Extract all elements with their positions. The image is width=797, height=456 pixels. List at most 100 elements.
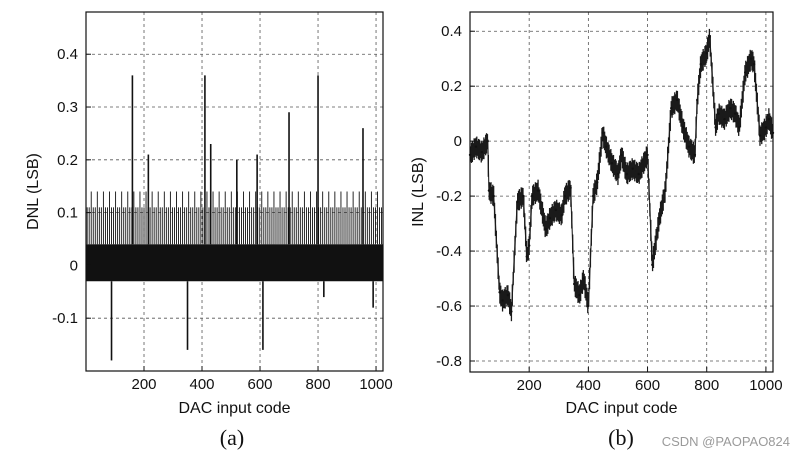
inl-y-tick-label: 0 <box>454 133 462 150</box>
dnl-y-ticks: -0.1 0 0.1 0.2 0.3 0.4 <box>52 46 91 327</box>
inl-point <box>560 214 563 217</box>
watermark: CSDN @PAOPAO824 <box>662 434 790 449</box>
inl-point <box>480 150 484 154</box>
inl-panel-caption: (b) <box>608 425 634 450</box>
dnl-grid <box>86 12 383 371</box>
inl-point <box>670 106 673 110</box>
inl-point <box>738 126 741 129</box>
inl-point <box>501 299 504 302</box>
inl-point <box>699 63 703 66</box>
dnl-plot-frame <box>85 11 384 372</box>
inl-point <box>687 145 691 148</box>
inl-point <box>616 172 620 176</box>
inl-x-tick-label: 400 <box>576 377 601 394</box>
inl-point <box>752 63 756 66</box>
dnl-y-tick-label: 0.2 <box>57 152 78 169</box>
inl-y-tick-label: 0.4 <box>441 23 462 40</box>
dnl-chart: 200 400 600 800 1000 -0.1 0 0.1 0.2 0.3 0.4 DAC i… <box>25 11 393 450</box>
inl-x-tick-label: 200 <box>517 377 542 394</box>
inl-point <box>658 216 661 220</box>
inl-point <box>723 117 726 121</box>
dnl-x-ticks: 200 400 600 800 1000 <box>131 366 393 393</box>
inl-point <box>492 194 495 198</box>
inl-point <box>767 117 771 121</box>
inl-point <box>601 131 604 135</box>
inl-point <box>486 139 489 143</box>
inl-x-tick-label: 800 <box>694 377 719 394</box>
inl-point <box>625 172 629 176</box>
inl-point <box>631 167 634 170</box>
inl-point <box>569 186 572 190</box>
inl-point <box>516 200 519 203</box>
inl-y-tick-label: -0.2 <box>436 188 462 205</box>
inl-point <box>705 52 708 55</box>
inl-x-tick-label: 600 <box>635 377 660 394</box>
inl-point <box>587 304 590 308</box>
inl-point <box>664 189 667 192</box>
inl-point <box>525 255 529 258</box>
inl-y-tick-label: -0.8 <box>436 353 462 370</box>
inl-point <box>696 98 699 102</box>
inl-point <box>510 310 513 313</box>
inl-point <box>743 71 747 74</box>
inl-point <box>604 145 608 148</box>
inl-point <box>729 106 732 110</box>
dnl-marks <box>86 75 383 361</box>
inl-x-tick-label: 1000 <box>749 377 782 394</box>
inl-point <box>749 57 753 60</box>
inl-point <box>536 189 540 192</box>
inl-grid <box>470 12 773 372</box>
inl-point <box>714 126 717 129</box>
inl-y-tick-label: -0.6 <box>436 298 462 315</box>
inl-point <box>527 244 531 247</box>
dnl-x-tick-label: 800 <box>306 376 331 393</box>
dnl-y-tick-label: 0.3 <box>57 99 78 116</box>
inl-plot-frame <box>469 11 774 373</box>
dnl-x-axis-label: DAC input code <box>178 400 290 417</box>
inl-y-tick-label: -0.4 <box>436 243 462 260</box>
inl-point <box>572 282 576 286</box>
inl-point <box>651 263 654 267</box>
inl-point <box>717 112 720 115</box>
inl-point <box>708 35 711 38</box>
inl-point <box>646 153 649 157</box>
inl-point <box>637 172 640 176</box>
inl-point <box>474 145 478 148</box>
inl-point <box>733 112 737 115</box>
inl-point <box>620 153 623 157</box>
inl-point <box>544 227 547 231</box>
inl-point <box>596 181 599 184</box>
dnl-y-tick-label: -0.1 <box>52 310 78 327</box>
inl-point <box>563 194 566 198</box>
dnl-y-axis-label: DNL (LSB) <box>25 153 42 230</box>
dnl-x-tick-label: 600 <box>248 376 273 393</box>
inl-point <box>764 126 768 129</box>
inl-point <box>758 134 762 137</box>
dnl-dense-bar-band <box>86 244 383 282</box>
inl-point <box>578 293 581 297</box>
inl-point <box>582 277 585 280</box>
dnl-y-tick-label: 0 <box>70 257 78 274</box>
inl-point <box>681 126 685 129</box>
inl-point <box>610 161 614 165</box>
inl-point <box>591 194 595 198</box>
dnl-x-tick-label: 1000 <box>359 376 392 393</box>
inl-point <box>675 98 679 102</box>
inl-y-ticks: -0.8 -0.6 -0.4 -0.2 0 0.2 0.4 <box>436 23 475 370</box>
inl-chart: 200 400 600 800 1000 -0.8 -0.6 -0.4 -0.2 0 0.2 0.4… <box>410 11 783 450</box>
inl-series-line <box>469 36 774 312</box>
inl-marks <box>468 28 775 322</box>
inl-x-ticks: 200 400 600 800 1000 <box>517 367 783 394</box>
inl-point <box>487 189 491 192</box>
dnl-y-tick-label: 0.4 <box>57 46 78 63</box>
inl-point <box>554 208 558 212</box>
inl-point <box>522 194 525 198</box>
dnl-x-tick-label: 200 <box>131 376 156 393</box>
inl-point <box>506 293 510 297</box>
dnl-panel-caption: (a) <box>220 425 244 450</box>
inl-y-axis-label: INL (LSB) <box>410 157 427 227</box>
dnl-x-tick-label: 400 <box>190 376 215 393</box>
inl-point <box>530 194 534 198</box>
inl-point <box>693 153 697 157</box>
